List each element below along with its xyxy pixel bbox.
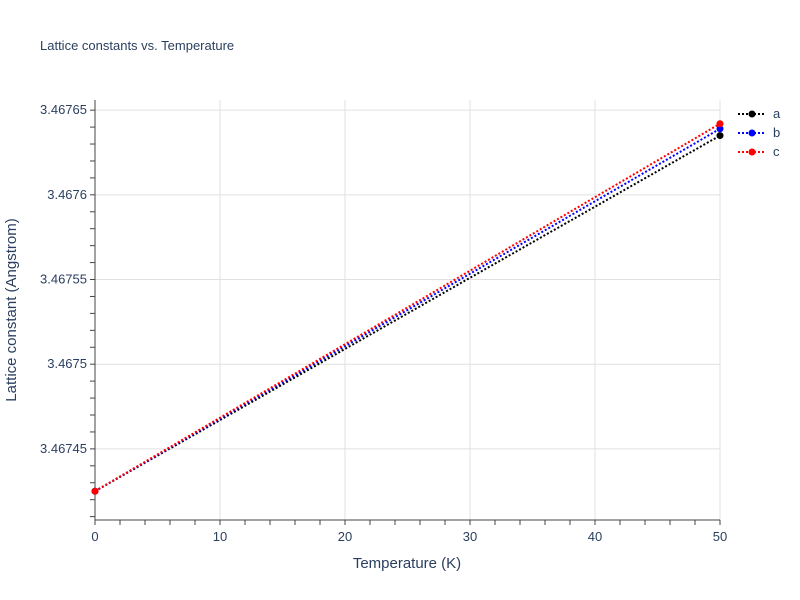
data-point-c [91, 487, 99, 495]
legend-label: b [773, 125, 780, 140]
legend-item-a[interactable]: a [738, 106, 781, 121]
legend-label: a [773, 106, 781, 121]
y-tick-label: 3.46765 [40, 102, 87, 117]
y-tick-label: 3.46745 [40, 441, 87, 456]
grid-layer [95, 100, 721, 520]
legend-item-c[interactable]: c [738, 144, 780, 159]
legend-item-b[interactable]: b [738, 125, 780, 140]
legend[interactable]: abc [738, 106, 781, 159]
x-tick-label: 0 [91, 529, 98, 544]
legend-swatch-marker [748, 110, 756, 118]
x-tick-label: 40 [588, 529, 602, 544]
y-tick-label: 3.4676 [47, 187, 87, 202]
x-tick-label: 50 [713, 529, 727, 544]
y-tick-label: 3.46755 [40, 272, 87, 287]
legend-swatch-marker [748, 129, 756, 137]
data-point-a [716, 132, 724, 140]
chart-title: Lattice constants vs. Temperature [40, 38, 234, 53]
data-point-b [716, 125, 724, 133]
y-tick-label: 3.4675 [47, 356, 87, 371]
x-tick-label: 20 [338, 529, 352, 544]
data-point-c [716, 120, 724, 128]
series-line-c [94, 122, 721, 493]
x-axis-title: Temperature (K) [353, 555, 461, 572]
legend-swatch-marker [748, 148, 756, 156]
series-layer [91, 120, 724, 495]
axis-layer: 0 10 20 30 40 50 3.46745 3.4675 3.46755 3.4676 3.4… [40, 100, 727, 544]
y-axis-title: Lattice constant (Angstrom) [3, 218, 20, 401]
legend-label: c [773, 144, 780, 159]
x-tick-label: 10 [213, 529, 227, 544]
x-tick-label: 30 [463, 529, 477, 544]
